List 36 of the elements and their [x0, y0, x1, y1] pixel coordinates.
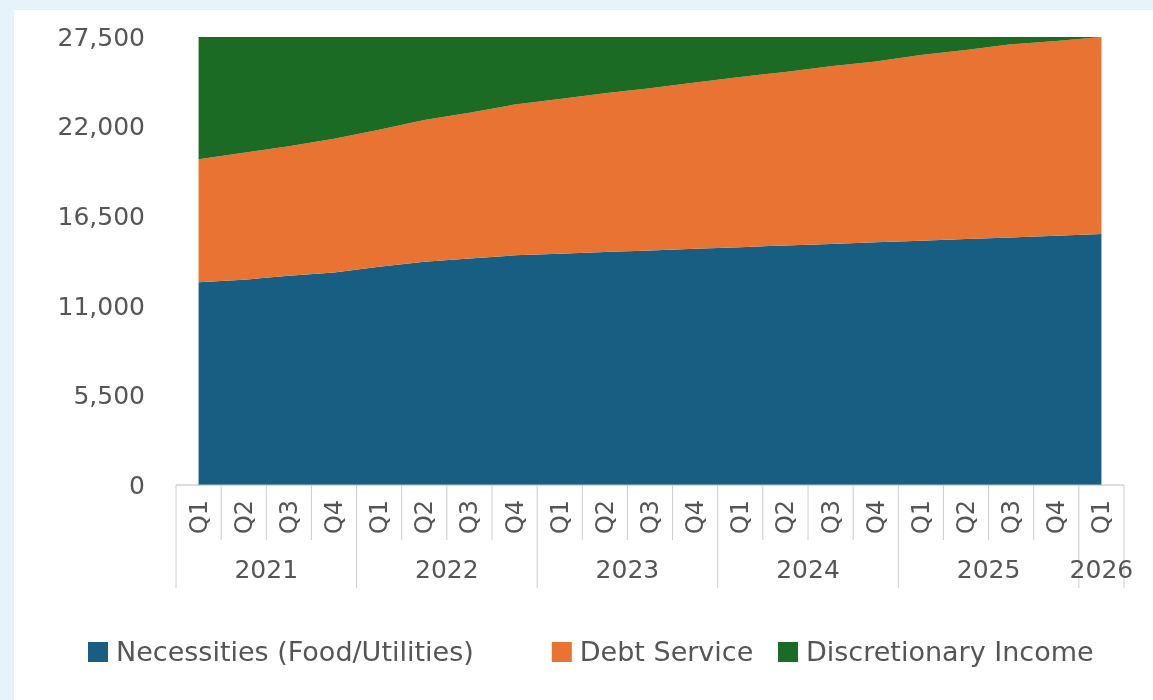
legend-label: Necessities (Food/Utilities) — [116, 636, 474, 668]
legend-label: Discretionary Income — [806, 636, 1094, 668]
text: 2025 — [956, 555, 1021, 584]
x-tick-label: Q3 — [636, 499, 664, 535]
x-tick-label: Q2 — [229, 499, 258, 535]
x-tick-label: Q2 — [590, 499, 619, 535]
y-tick-label: 0 — [129, 470, 145, 500]
x-tick-label: Q3 — [816, 499, 845, 535]
x-tick-label: Q1 — [184, 499, 213, 535]
x-tick-label: Q3 — [997, 499, 1026, 535]
x-tick-label: Q4 — [320, 499, 348, 535]
legend-label: Debt Service — [579, 636, 754, 668]
x-tick-label: Q4 — [681, 499, 710, 535]
x-tick-label: Q2 — [771, 499, 800, 535]
y-tick-label: 27,500 — [57, 22, 145, 52]
x-tick-label: Q4 — [861, 499, 890, 535]
text: 2026 — [1069, 555, 1134, 584]
x-tick-label: Q3 — [455, 499, 484, 535]
x-tick-label: Q4 — [1042, 499, 1071, 535]
x-tick-label: Q1 — [906, 499, 935, 535]
text: 2021 — [234, 555, 299, 584]
x-tick-label: Q1 — [726, 499, 755, 535]
text: 2022 — [415, 555, 479, 584]
text: 2024 — [776, 555, 840, 584]
y-tick-label: 5,500 — [73, 381, 145, 411]
x-tick-label: Q4 — [500, 499, 529, 535]
text: 2023 — [595, 555, 660, 584]
y-tick-label: 22,000 — [57, 112, 145, 142]
x-tick-label: Q3 — [274, 499, 303, 535]
y-tick-label: 16,500 — [57, 201, 145, 231]
y-tick-label: 11,000 — [57, 291, 145, 321]
x-tick-label: Q2 — [410, 499, 439, 535]
x-tick-label: Q1 — [545, 499, 574, 535]
x-tick-label: Q1 — [365, 499, 394, 535]
x-tick-label: Q2 — [952, 499, 980, 535]
x-tick-label: Q1 — [1087, 499, 1116, 535]
